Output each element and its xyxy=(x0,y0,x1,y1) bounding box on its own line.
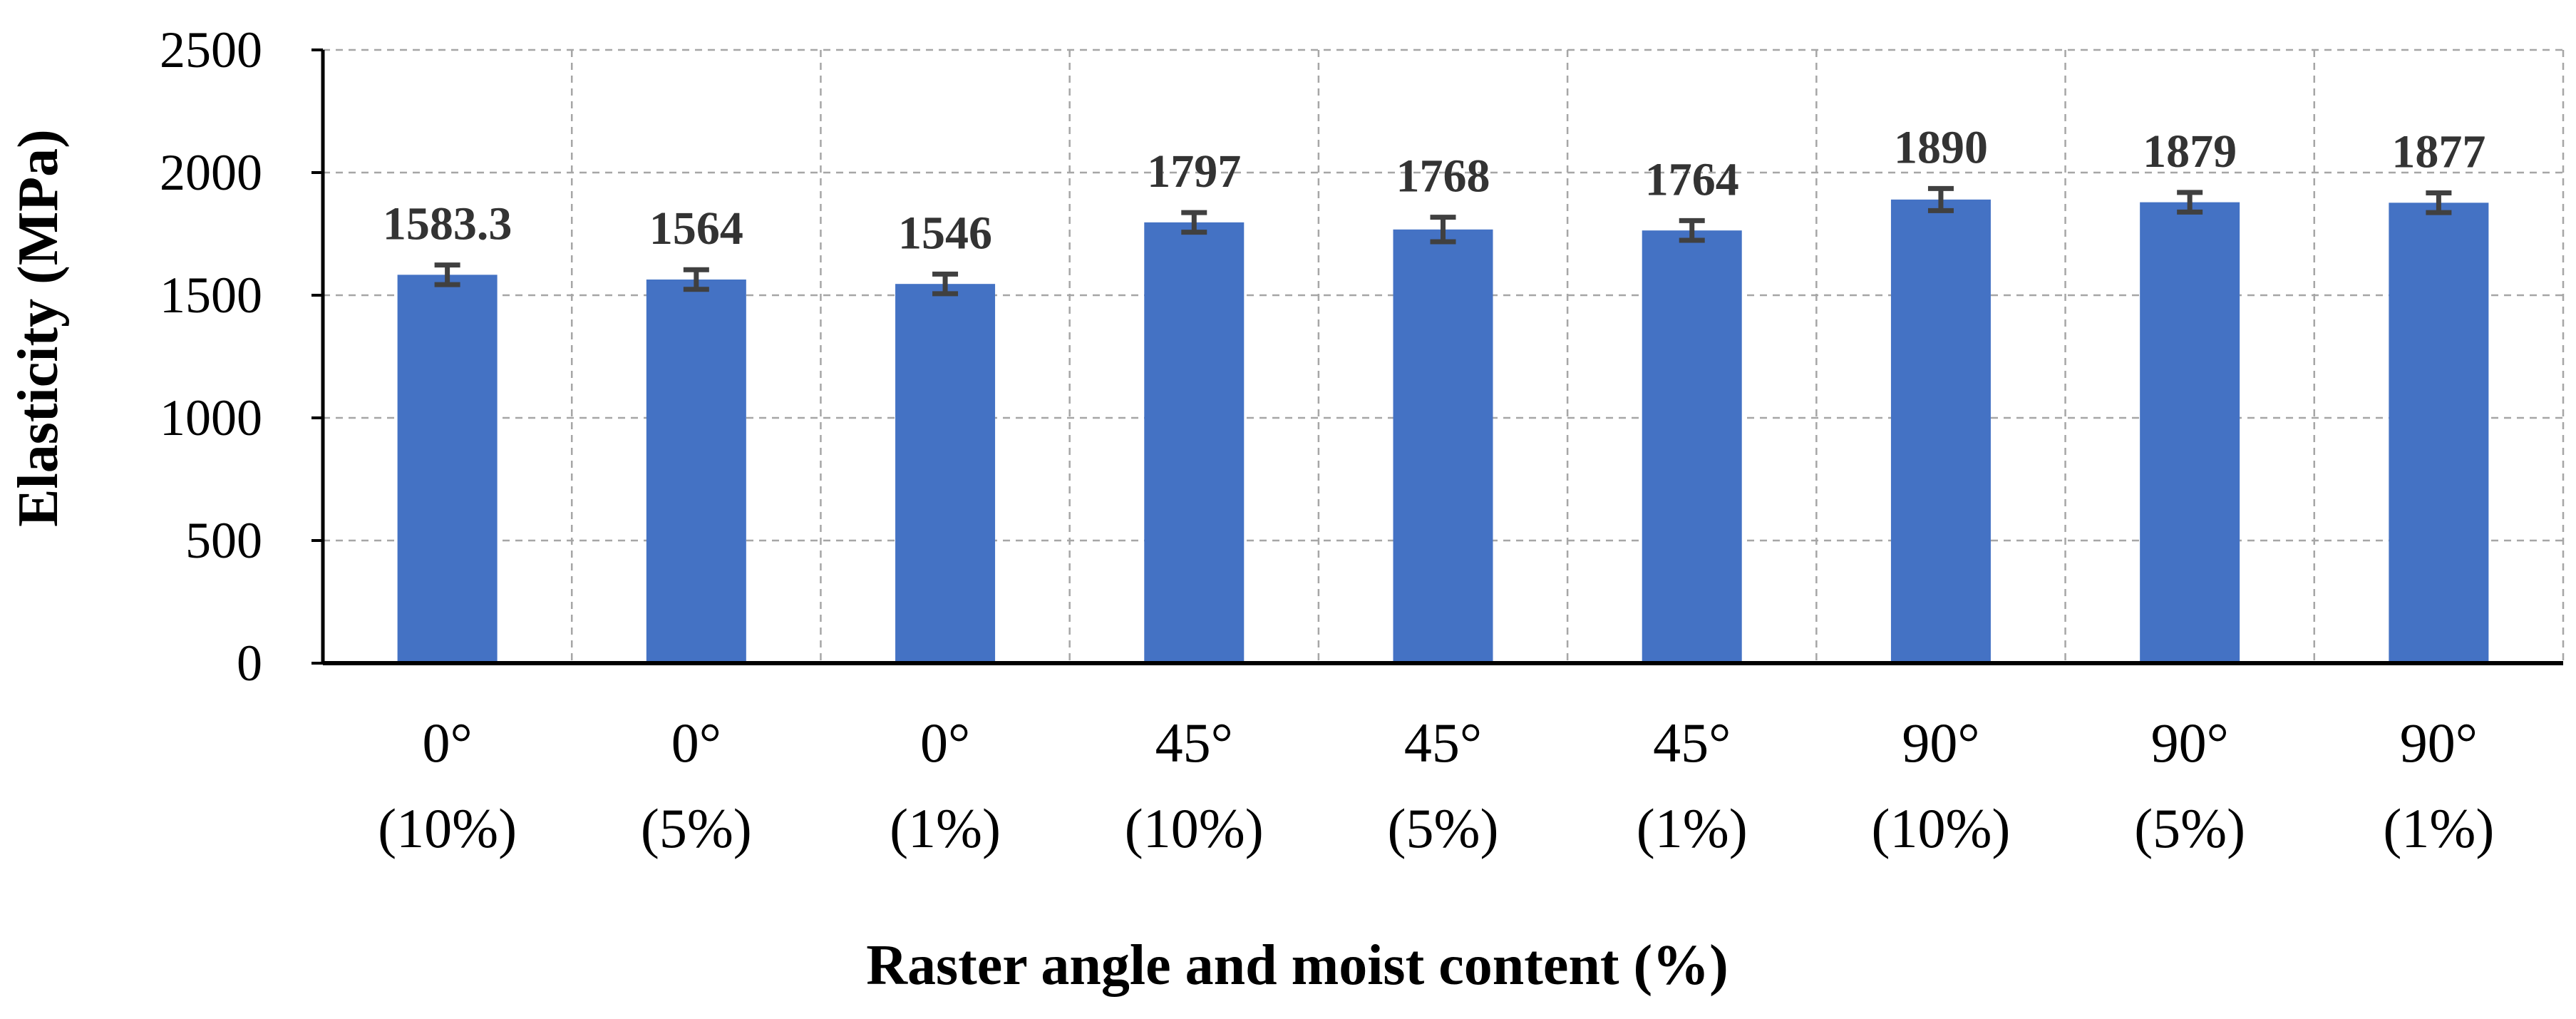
data-label: 1879 xyxy=(2143,126,2237,178)
y-tick-label: 1000 xyxy=(160,389,262,446)
x-tick-label-angle: 45° xyxy=(1155,712,1233,774)
bars xyxy=(397,199,2489,664)
x-tick-label-moist: (1%) xyxy=(2383,797,2494,859)
x-axis-title: Raster angle and moist content (%) xyxy=(866,934,1729,997)
x-tick-label-angle: 90° xyxy=(2400,712,2478,774)
y-tick-label: 2000 xyxy=(160,144,262,201)
data-label: 1797 xyxy=(1147,145,1241,198)
y-axis-title: Elasticity (MPa) xyxy=(7,129,70,527)
x-tick-label-moist: (5%) xyxy=(641,797,752,859)
bar xyxy=(895,284,996,663)
data-label: 1564 xyxy=(649,203,743,255)
x-tick-label-moist: (5%) xyxy=(2134,797,2245,859)
bar xyxy=(2389,203,2489,663)
x-tick-label-angle: 0° xyxy=(423,712,473,774)
bar xyxy=(1642,230,1742,664)
bar xyxy=(1393,229,1493,664)
x-tick-labels: 0° (10%) 0° (5%) 0° (1%) 45° (10%) 45° (5%) 45° (1%… xyxy=(378,712,2494,859)
x-tick-label-angle: 45° xyxy=(1404,712,1482,774)
error-bars xyxy=(434,185,2452,297)
x-tick-label-angle: 0° xyxy=(920,712,970,774)
y-tick-label: 0 xyxy=(237,635,262,692)
y-tick-labels: 0 500 1000 1500 2000 2500 xyxy=(160,21,262,692)
axes xyxy=(311,48,2563,665)
data-label: 1583.3 xyxy=(383,198,512,250)
x-tick-label-moist: (10%) xyxy=(378,797,517,859)
bar xyxy=(646,279,746,663)
x-tick-label-angle: 90° xyxy=(1902,712,1979,774)
x-tick-label-moist: (10%) xyxy=(1871,797,2010,859)
x-tick-label-angle: 90° xyxy=(2151,712,2229,774)
data-label: 1764 xyxy=(1645,153,1739,205)
x-tick-label-moist: (1%) xyxy=(1637,797,1748,859)
x-tick-label-moist: (10%) xyxy=(1125,797,1264,859)
data-label: 1546 xyxy=(898,207,992,259)
x-tick-label-moist: (5%) xyxy=(1388,797,1499,859)
y-tick-label: 2500 xyxy=(160,21,262,78)
bar xyxy=(1144,222,1245,663)
y-tick-label: 1500 xyxy=(160,267,262,324)
bar xyxy=(1890,199,1991,664)
data-label: 1890 xyxy=(1894,121,1988,173)
data-label: 1877 xyxy=(2391,126,2485,178)
x-tick-label-angle: 0° xyxy=(671,712,721,774)
x-tick-label-moist: (1%) xyxy=(890,797,1001,859)
bar xyxy=(397,275,498,663)
data-label: 1768 xyxy=(1396,150,1490,203)
x-tick-label-angle: 45° xyxy=(1653,712,1731,774)
bar xyxy=(2140,202,2240,663)
y-tick-label: 500 xyxy=(185,512,262,569)
data-labels: 1583.3 1564 1546 1797 1768 1764 1890 1879 1877 xyxy=(383,121,2486,259)
